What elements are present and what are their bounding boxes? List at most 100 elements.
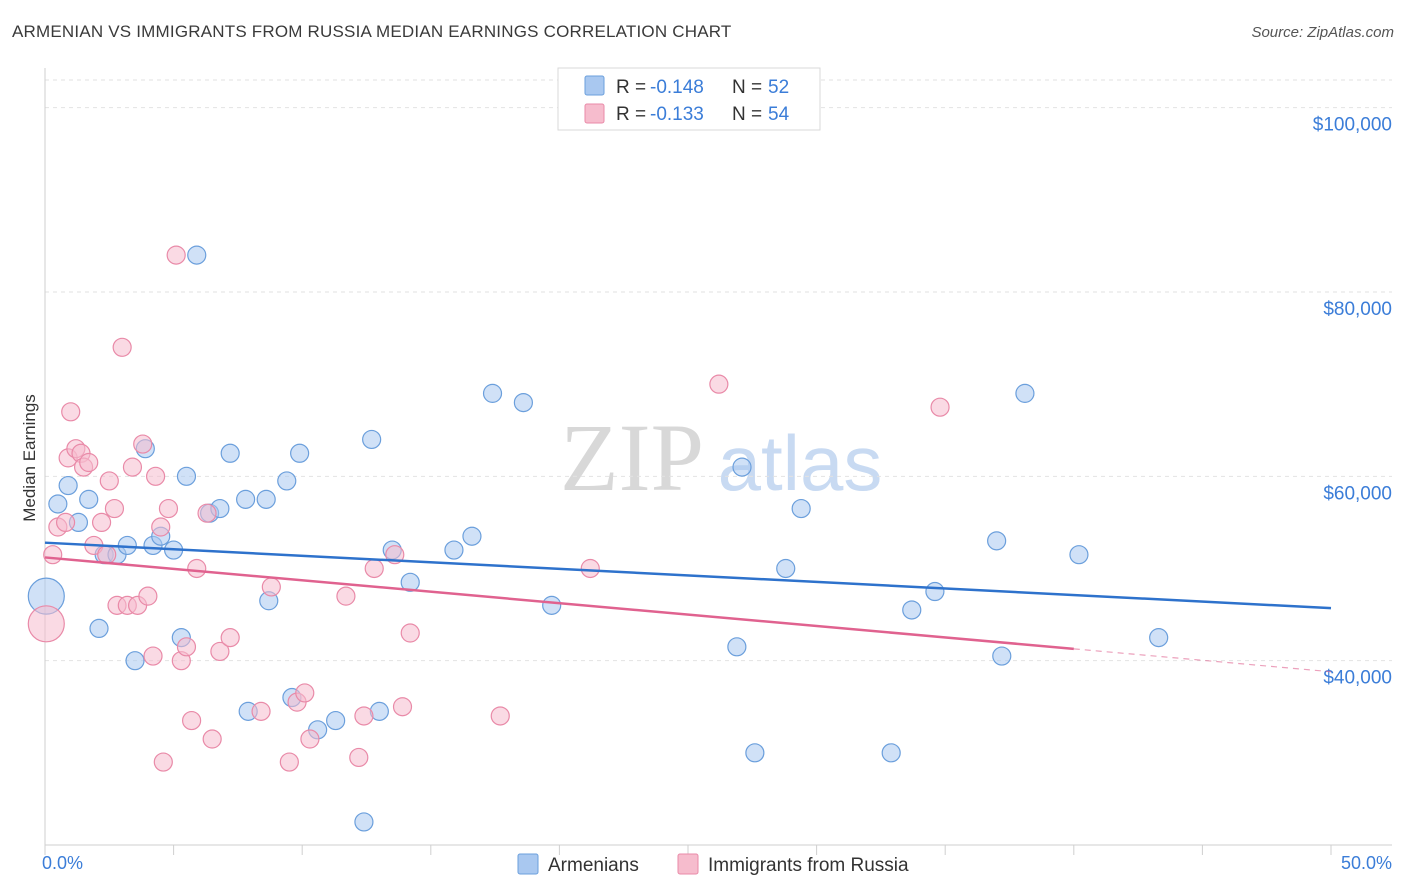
point-armenians-35 [462, 526, 482, 546]
point-russia-47 [392, 697, 413, 717]
point-armenians-4 [79, 489, 99, 509]
point-russia-45 [364, 558, 384, 579]
point-armenians-19 [220, 443, 240, 463]
stats-r-value-russia: -0.133 [650, 104, 704, 125]
point-russia-40 [295, 683, 315, 703]
y-tick-label-40000: $40,000 [1323, 668, 1392, 689]
bottom-legend: Armenians Immigrants from Russia [517, 853, 909, 876]
stats-legend: R = -0.148 N = 52 R = -0.133 N = 54 [557, 67, 821, 131]
stats-r-label-russia: R = [616, 104, 646, 125]
stats-legend-swatch-russia [584, 103, 605, 124]
y-tick-label-100000: $100,000 [1313, 115, 1392, 136]
chart-source: Source: ZipAtlas.com [1251, 24, 1394, 41]
legend-label-armenians: Armenians [548, 855, 639, 876]
stats-r-label-armenians: R = [616, 77, 646, 98]
chart-title: ARMENIAN VS IMMIGRANTS FROM RUSSIA MEDIA… [12, 22, 732, 41]
point-russia-51 [709, 374, 729, 394]
point-armenians-44 [881, 743, 901, 763]
legend-swatch-armenians [517, 853, 539, 875]
point-russia-34 [210, 641, 230, 662]
point-armenians-28 [326, 710, 346, 731]
point-armenians-24 [277, 471, 297, 491]
point-russia-26 [158, 498, 179, 519]
point-russia-37 [261, 577, 281, 597]
point-armenians-1 [48, 494, 68, 514]
stats-n-label-armenians: N = [732, 77, 762, 98]
point-armenians-48 [992, 646, 1012, 666]
point-russia-16 [112, 337, 132, 357]
point-russia-27 [166, 245, 186, 265]
y-tick-label-80000: $80,000 [1323, 299, 1392, 320]
point-armenians-49 [1015, 383, 1035, 403]
point-armenians-47 [987, 531, 1007, 551]
axis-layer [44, 68, 1392, 855]
point-russia-44 [354, 706, 374, 726]
point-russia-30 [182, 710, 202, 731]
point-russia-0 [27, 605, 65, 643]
point-russia-21 [138, 586, 158, 606]
stats-legend-swatch-armenians [584, 75, 605, 96]
trend-line-russia [44, 556, 1074, 651]
point-armenians-45 [902, 600, 922, 620]
point-armenians-51 [1149, 628, 1169, 648]
point-russia-48 [400, 623, 420, 643]
point-russia-24 [151, 517, 171, 537]
point-armenians-38 [542, 595, 562, 615]
stats-n-value-armenians: 52 [768, 77, 789, 98]
point-russia-50 [580, 558, 600, 579]
point-russia-41 [300, 729, 320, 749]
point-russia-33 [202, 729, 222, 749]
point-russia-14 [104, 498, 125, 519]
point-russia-43 [349, 747, 369, 768]
point-russia-12 [97, 545, 117, 565]
x-tick-label-end: 50.0% [1341, 853, 1392, 873]
point-russia-5 [61, 402, 81, 422]
point-russia-20 [133, 434, 153, 454]
point-armenians-42 [776, 558, 796, 579]
point-armenians-46 [925, 581, 945, 602]
point-armenians-5 [89, 618, 109, 639]
point-russia-9 [79, 452, 99, 473]
legend-label-russia: Immigrants from Russia [708, 855, 909, 876]
y-axis-label: Median Earnings [20, 394, 39, 522]
grid-layer: $40,000 $60,000 $80,000 $100,000 [45, 79, 1392, 689]
trend-layer [44, 541, 1332, 673]
point-armenians-43 [791, 498, 811, 519]
point-armenians-39 [727, 637, 747, 657]
point-russia-31 [187, 558, 207, 579]
point-russia-18 [122, 457, 143, 477]
point-russia-52 [930, 397, 950, 417]
point-russia-11 [91, 512, 112, 533]
point-armenians-33 [400, 572, 420, 592]
point-russia-25 [153, 752, 173, 772]
stats-n-label-russia: N = [732, 104, 762, 125]
stats-r-value-armenians: -0.148 [650, 77, 704, 98]
point-russia-22 [143, 646, 163, 666]
point-armenians-16 [187, 245, 207, 265]
point-russia-3 [55, 512, 76, 533]
point-russia-36 [251, 701, 271, 721]
point-armenians-15 [176, 466, 197, 486]
point-russia-49 [490, 706, 510, 726]
point-russia-35 [220, 628, 240, 648]
point-armenians-26 [290, 443, 310, 463]
point-armenians-36 [482, 383, 503, 403]
point-armenians-30 [362, 429, 382, 450]
point-russia-23 [145, 466, 166, 486]
stats-n-value-russia: 54 [768, 104, 790, 125]
point-armenians-20 [236, 489, 256, 509]
point-armenians-34 [444, 540, 464, 560]
point-armenians-9 [125, 651, 145, 671]
x-tick-label-start: 0.0% [42, 853, 83, 873]
point-russia-1 [43, 545, 63, 565]
point-armenians-29 [354, 812, 374, 832]
legend-swatch-russia [677, 853, 699, 875]
point-russia-13 [99, 471, 119, 491]
point-armenians-37 [513, 392, 533, 413]
point-russia-42 [336, 586, 356, 606]
point-armenians-40 [732, 457, 752, 477]
watermark-zip: ZIP [560, 404, 704, 511]
trend-line-armenians [44, 541, 1332, 610]
points-layer [27, 245, 1169, 832]
